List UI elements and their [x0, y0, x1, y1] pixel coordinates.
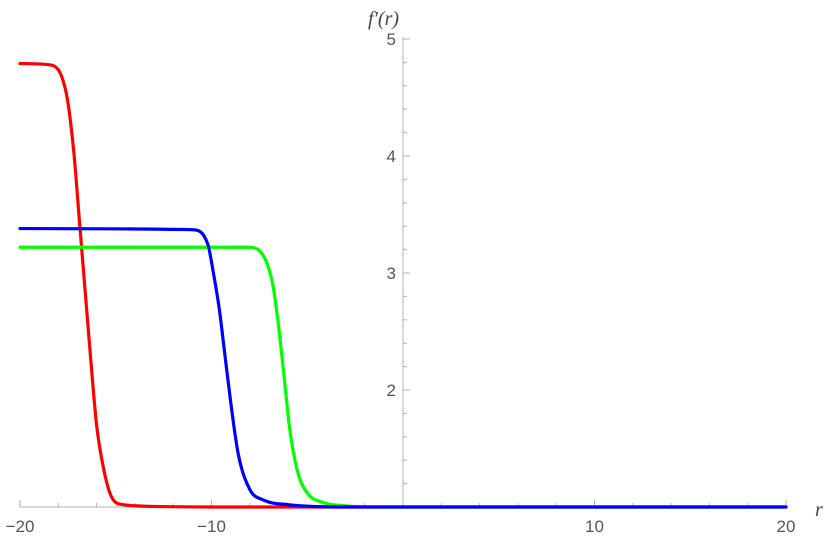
x-tick-label: 20	[777, 517, 796, 536]
ticks: −20 −10 10 20 2 3 4 5	[6, 30, 796, 536]
x-axis-label: r	[815, 499, 823, 521]
y-tick-label: 4	[387, 147, 396, 166]
x-tick-label: −20	[6, 517, 35, 536]
y-tick-label: 5	[387, 30, 396, 49]
y-tick-label: 2	[387, 381, 396, 400]
series-lines	[18, 61, 788, 509]
y-axis-label: f′(r)	[368, 8, 399, 30]
y-tick-label: 3	[387, 264, 396, 283]
series-blue-line	[18, 226, 788, 509]
x-tick-label: −10	[197, 517, 226, 536]
x-tick-label: 10	[585, 517, 604, 536]
